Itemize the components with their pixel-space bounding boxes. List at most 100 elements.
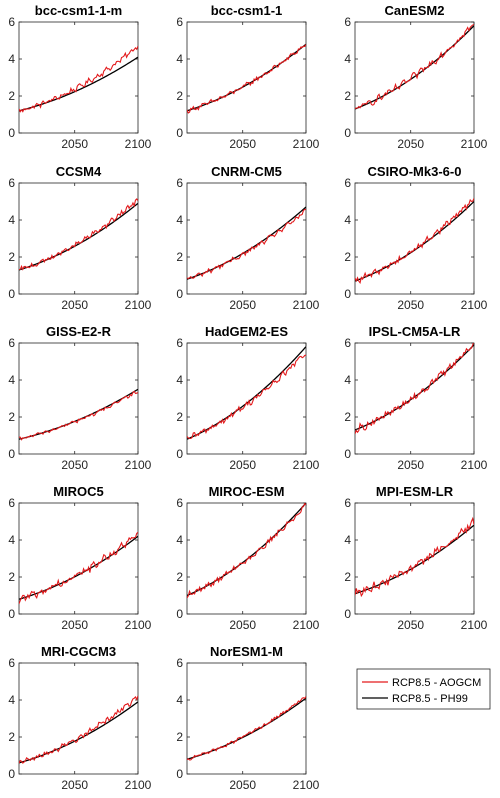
- panel-7: HadGEM2-ES 0 2 4 6 2050 2100: [176, 324, 319, 472]
- series-group: [19, 695, 138, 764]
- series-group: [187, 696, 306, 761]
- y-tick-label: 6: [8, 336, 15, 350]
- panel-title: NorESM1-M: [210, 644, 283, 659]
- panel-title: MIROC-ESM: [209, 484, 285, 499]
- axes-box: [186, 21, 307, 134]
- series-aogcm-line: [187, 44, 306, 114]
- x-tick-label: 2050: [229, 618, 256, 632]
- x-tick-label: 2050: [61, 137, 88, 151]
- legend-box: [356, 668, 491, 710]
- panel-0: bcc-csm1-1-m 0 2 4 6 2050 2100: [8, 3, 151, 151]
- y-tick-label: 0: [176, 607, 183, 621]
- axes-box: [18, 21, 139, 134]
- y-tick-label: 4: [176, 52, 183, 66]
- axes-box: [186, 342, 307, 455]
- y-tick-label: 4: [344, 373, 351, 387]
- y-tick-label: 6: [8, 176, 15, 190]
- y-tick-label: 0: [344, 607, 351, 621]
- y-tick-label: 4: [8, 373, 15, 387]
- panel-title: CNRM-CM5: [211, 164, 282, 179]
- x-tick-label: 2050: [61, 618, 88, 632]
- series-group: [187, 503, 306, 599]
- panel-2: CanESM2 0 2 4 6 2050 2100: [344, 3, 487, 151]
- x-tick-label: 2100: [293, 137, 320, 151]
- x-tick-label: 2050: [61, 458, 88, 472]
- axes-box: [18, 502, 139, 615]
- series-group: [355, 23, 474, 110]
- y-tick-label: 4: [176, 213, 183, 227]
- axes-box: [186, 662, 307, 775]
- x-tick-label: 2100: [461, 298, 488, 312]
- x-tick-label: 2050: [229, 298, 256, 312]
- y-tick-label: 6: [344, 496, 351, 510]
- series-aogcm-line: [19, 198, 138, 271]
- series-aogcm-line: [19, 45, 138, 113]
- y-tick-label: 2: [8, 570, 15, 584]
- x-tick-label: 2100: [293, 618, 320, 632]
- x-tick-label: 2100: [125, 778, 152, 792]
- x-tick-label: 2050: [229, 778, 256, 792]
- y-tick-label: 0: [8, 607, 15, 621]
- series-aogcm-line: [187, 354, 306, 440]
- y-tick-label: 0: [344, 447, 351, 461]
- axes-box: [18, 342, 139, 455]
- series-aogcm-line: [19, 695, 138, 764]
- panel-11: MPI-ESM-LR 0 2 4 6 2050 2100: [344, 484, 487, 632]
- y-tick-label: 6: [176, 656, 183, 670]
- legend: RCP8.5 - AOGCM RCP8.5 - PH99: [356, 668, 491, 710]
- series-group: [19, 531, 138, 605]
- panel-title: MIROC5: [53, 484, 104, 499]
- x-tick-label: 2050: [397, 137, 424, 151]
- x-tick-label: 2050: [61, 298, 88, 312]
- series-group: [187, 346, 306, 440]
- x-tick-label: 2100: [125, 618, 152, 632]
- legend-label-ph99: RCP8.5 - PH99: [392, 693, 468, 705]
- y-tick-label: 2: [8, 410, 15, 424]
- y-tick-label: 2: [176, 410, 183, 424]
- y-tick-label: 0: [8, 767, 15, 781]
- series-aogcm-line: [355, 198, 474, 284]
- series-aogcm-line: [19, 531, 138, 605]
- panel-10: MIROC-ESM 0 2 4 6 2050 2100: [176, 484, 319, 632]
- x-tick-label: 2050: [397, 458, 424, 472]
- legend-label-aogcm: RCP8.5 - AOGCM: [392, 677, 481, 689]
- series-aogcm-line: [187, 696, 306, 761]
- series-aogcm-line: [19, 390, 138, 441]
- series-group: [355, 343, 474, 434]
- y-tick-label: 6: [176, 15, 183, 29]
- y-tick-label: 6: [344, 176, 351, 190]
- y-tick-label: 4: [344, 533, 351, 547]
- x-tick-label: 2100: [461, 618, 488, 632]
- series-group: [355, 198, 474, 284]
- x-tick-label: 2100: [125, 458, 152, 472]
- panel-title: GISS-E2-R: [46, 324, 112, 339]
- x-tick-label: 2100: [125, 298, 152, 312]
- panel-title: CCSM4: [56, 164, 102, 179]
- y-tick-label: 6: [176, 176, 183, 190]
- y-tick-label: 6: [176, 336, 183, 350]
- y-tick-label: 4: [8, 52, 15, 66]
- y-tick-label: 2: [176, 250, 183, 264]
- y-tick-label: 0: [8, 447, 15, 461]
- panel-title: bcc-csm1-1: [211, 3, 283, 18]
- x-tick-label: 2050: [397, 618, 424, 632]
- y-tick-label: 0: [176, 287, 183, 301]
- series-aogcm-line: [187, 208, 306, 280]
- x-tick-label: 2100: [461, 458, 488, 472]
- y-tick-label: 0: [8, 287, 15, 301]
- series-group: [19, 198, 138, 271]
- x-tick-label: 2050: [229, 137, 256, 151]
- panel-4: CNRM-CM5 0 2 4 6 2050 2100: [176, 164, 319, 312]
- panel-3: CCSM4 0 2 4 6 2050 2100: [8, 164, 151, 312]
- y-tick-label: 2: [344, 410, 351, 424]
- panel-5: CSIRO-Mk3-6-0 0 2 4 6 2050 2100: [344, 164, 487, 312]
- panel-13: NorESM1-M 0 2 4 6 2050 2100: [176, 644, 319, 792]
- axes-box: [18, 182, 139, 295]
- y-tick-label: 4: [176, 373, 183, 387]
- y-tick-label: 6: [344, 15, 351, 29]
- series-group: [187, 43, 306, 114]
- y-tick-label: 4: [8, 213, 15, 227]
- series-ph99-line: [355, 201, 474, 282]
- panel-title: CanESM2: [385, 3, 445, 18]
